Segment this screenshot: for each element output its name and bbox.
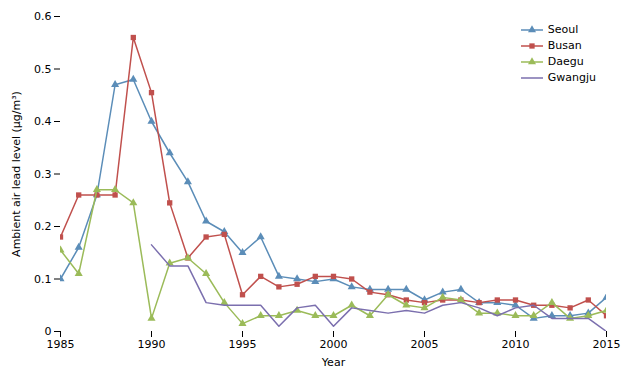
svg-text:Year: Year	[321, 356, 346, 369]
html-text:Gwangju: Gwangju	[547, 71, 596, 84]
html-text:Daegu: Daegu	[547, 55, 584, 68]
svg-text:0.1: 0.1	[34, 273, 52, 286]
svg-text:0: 0	[45, 325, 52, 338]
svg-text:2005: 2005	[411, 338, 439, 351]
svg-text:0.2: 0.2	[34, 220, 52, 233]
svg-text:1995: 1995	[229, 338, 257, 351]
svg-text:2010: 2010	[502, 338, 530, 351]
svg-text:0.6: 0.6	[34, 10, 52, 23]
svg-text:Ambient air lead level (μg/m³): Ambient air lead level (μg/m³)	[10, 91, 23, 257]
svg-text:0.3: 0.3	[34, 168, 52, 181]
svg-text:1990: 1990	[138, 338, 166, 351]
html-text:Seoul: Seoul	[547, 23, 579, 36]
svg-text:0.5: 0.5	[34, 63, 52, 76]
html-text:Busan: Busan	[547, 39, 582, 52]
svg-text:2000: 2000	[320, 338, 348, 351]
svg-text:2015: 2015	[593, 338, 621, 351]
svg-text:0.4: 0.4	[34, 115, 52, 128]
svg-text:1985: 1985	[47, 338, 75, 351]
